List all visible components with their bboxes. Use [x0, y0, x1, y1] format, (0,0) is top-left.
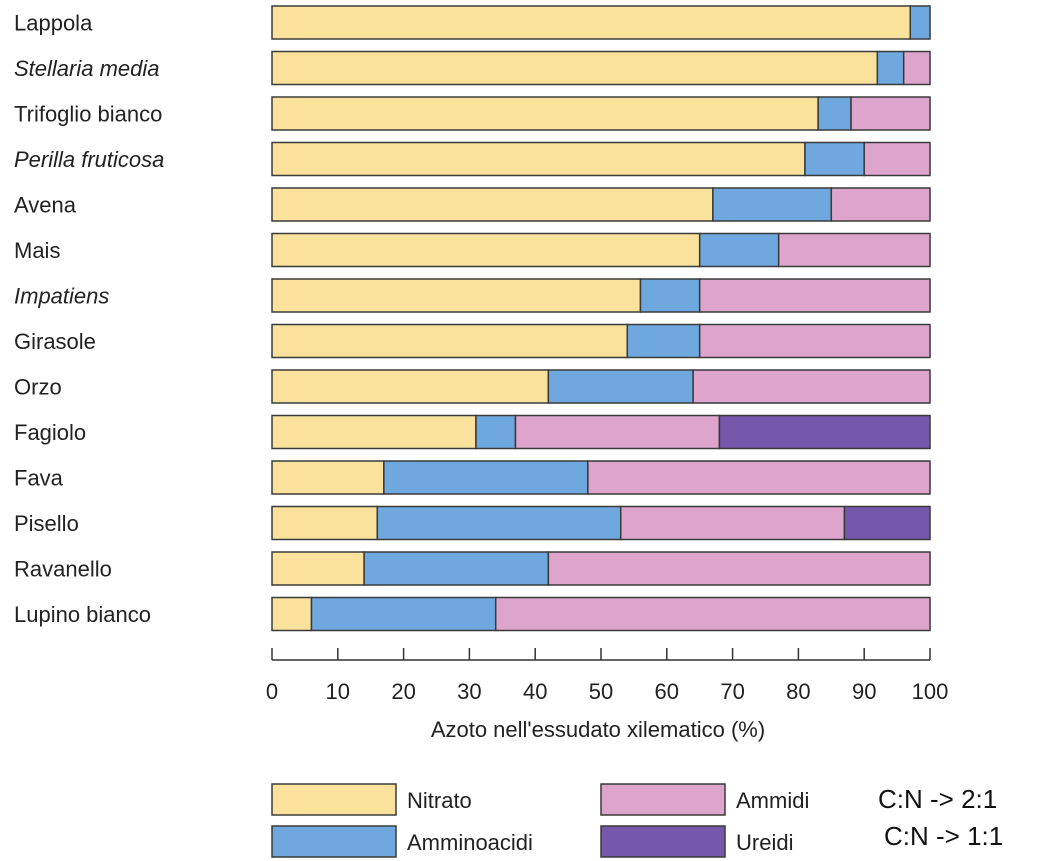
legend-swatch-nitrato	[271, 783, 397, 816]
category-label-lappola: Lappola	[14, 11, 93, 36]
bar-ammidi-pisello	[619, 505, 846, 541]
bar-ammidi-impatiens	[698, 278, 931, 313]
bar-ureidi-pisello	[843, 505, 931, 541]
x-tick-label-70: 70	[720, 679, 744, 704]
bar-nitrato-orzo	[271, 369, 550, 404]
legend-swatch-ammidi	[600, 783, 726, 816]
category-label-orzo: Orzo	[14, 375, 62, 400]
category-label-mais: Mais	[14, 238, 60, 263]
bar-ammidi-fagiolo	[514, 414, 721, 450]
bar-amminoacidi-stellaria-media	[876, 50, 905, 86]
bar-amminoacidi-orzo	[547, 369, 694, 404]
bar-nitrato-trifoglio-bianco	[271, 96, 819, 131]
bar-ammidi-girasole	[698, 323, 931, 359]
bar-amminoacidi-lupino-bianco	[310, 596, 497, 632]
bar-ureidi-fagiolo	[718, 414, 931, 450]
x-tick-label-90: 90	[852, 679, 876, 704]
x-tick-label-50: 50	[589, 679, 613, 704]
bar-ammidi-perilla-fruticosa	[863, 141, 931, 177]
bar-ammidi-fava	[587, 460, 931, 495]
x-tick-label-60: 60	[655, 679, 679, 704]
category-label-fagiolo: Fagiolo	[14, 420, 86, 445]
annotation-ammidi-cn: C:N -> 2:1	[878, 784, 997, 814]
category-label-pisello: Pisello	[14, 511, 79, 536]
category-label-ravanello: Ravanello	[14, 557, 112, 582]
x-axis: 0 10 20 30 40 50 60 70 80 90 100	[266, 648, 948, 704]
bar-nitrato-lappola	[271, 5, 912, 40]
annotation-ureidi-cn: C:N -> 1:1	[884, 821, 1003, 851]
category-labels: Lappola Stellaria media Trifoglio bianco Pe…	[14, 11, 164, 628]
x-tick-label-30: 30	[457, 679, 481, 704]
bar-amminoacidi-lappola	[909, 5, 931, 40]
x-tick-label-40: 40	[523, 679, 547, 704]
bar-amminoacidi-mais	[698, 232, 780, 268]
bar-nitrato-lupino-bianco	[271, 596, 313, 632]
x-tick-label-80: 80	[786, 679, 810, 704]
category-label-avena: Avena	[14, 193, 77, 218]
x-tick-label-100: 100	[912, 679, 949, 704]
bar-ammidi-trifoglio-bianco	[850, 96, 931, 131]
bar-nitrato-ravanello	[271, 551, 365, 586]
bar-ammidi-ravanello	[547, 551, 931, 586]
bar-nitrato-avena	[271, 187, 714, 222]
category-label-girasole: Girasole	[14, 329, 96, 354]
bar-nitrato-fava	[271, 460, 385, 495]
legend-label-nitrato: Nitrato	[407, 788, 472, 813]
bar-nitrato-impatiens	[271, 278, 642, 313]
bar-amminoacidi-girasole	[626, 323, 701, 359]
category-label-trifoglio-bianco: Trifoglio bianco	[14, 102, 162, 127]
x-axis-title: Azoto nell'essudato xilematico (%)	[431, 717, 765, 742]
bar-nitrato-mais	[271, 232, 701, 268]
category-label-fava: Fava	[14, 466, 64, 491]
bar-ammidi-mais	[777, 232, 931, 268]
category-label-impatiens: Impatiens	[14, 284, 109, 309]
bar-nitrato-stellaria-media	[271, 50, 879, 86]
legend-swatch-amminoacidi	[271, 825, 397, 858]
bar-amminoacidi-pisello	[376, 505, 622, 541]
bar-amminoacidi-trifoglio-bianco	[817, 96, 852, 131]
bar-ammidi-orzo	[692, 369, 931, 404]
bar-nitrato-pisello	[271, 505, 379, 541]
x-tick-label-20: 20	[391, 679, 415, 704]
bar-nitrato-fagiolo	[271, 414, 477, 450]
legend: Nitrato Amminoacidi Ammidi Ureidi	[271, 783, 809, 858]
bar-amminoacidi-fava	[383, 460, 589, 495]
category-label-lupino-bianco: Lupino bianco	[14, 602, 151, 627]
legend-swatch-ureidi	[600, 825, 726, 858]
x-tick-label-0: 0	[266, 679, 278, 704]
bar-amminoacidi-perilla-fruticosa	[804, 141, 865, 177]
bar-nitrato-perilla-fruticosa	[271, 141, 806, 177]
bar-ammidi-stellaria-media	[902, 50, 931, 86]
legend-label-amminoacidi: Amminoacidi	[407, 830, 533, 855]
x-tick-label-10: 10	[326, 679, 350, 704]
bar-nitrato-girasole	[271, 323, 629, 359]
bar-amminoacidi-avena	[712, 187, 833, 222]
bar-amminoacidi-impatiens	[639, 278, 701, 313]
category-label-perilla-fruticosa: Perilla fruticosa	[14, 147, 164, 172]
bar-ammidi-avena	[830, 187, 931, 222]
category-label-stellaria-media: Stellaria media	[14, 56, 160, 81]
bar-amminoacidi-fagiolo	[475, 414, 517, 450]
bars	[271, 5, 931, 632]
bar-amminoacidi-ravanello	[363, 551, 550, 586]
legend-label-ammidi: Ammidi	[736, 788, 809, 813]
legend-label-ureidi: Ureidi	[736, 830, 793, 855]
bar-ammidi-lupino-bianco	[494, 596, 931, 632]
